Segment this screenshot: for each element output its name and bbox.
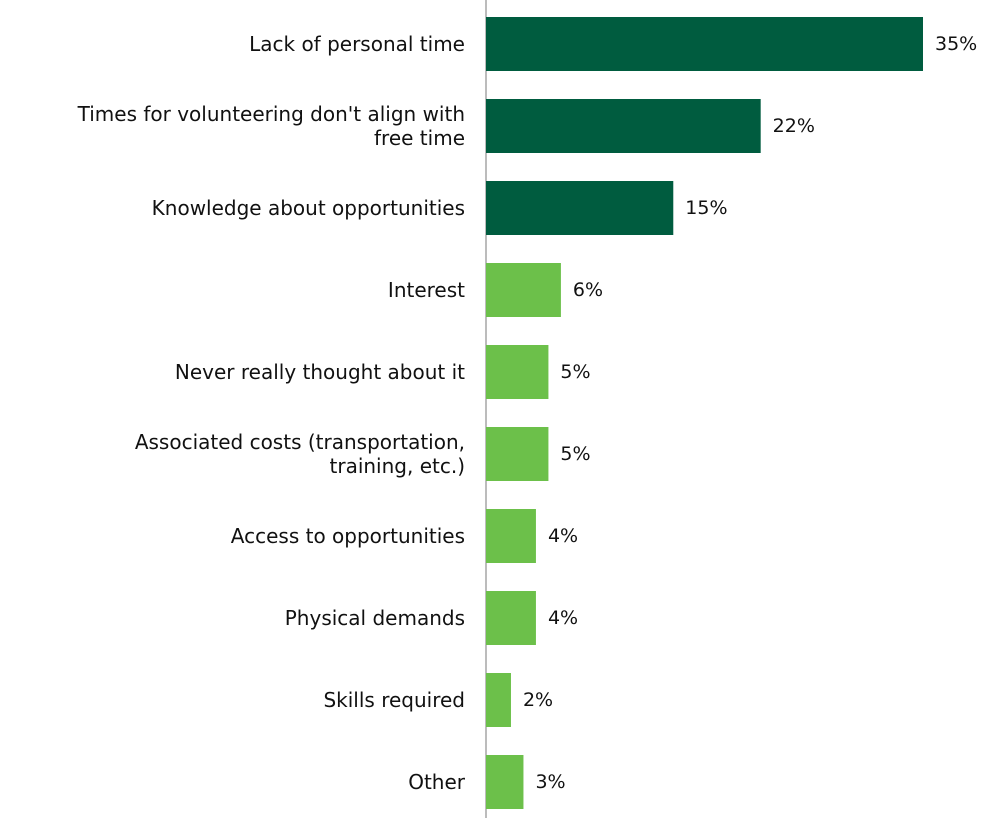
bar [486, 345, 549, 399]
category-label-line: Other [408, 770, 466, 794]
category-label-line: training, etc.) [330, 454, 466, 478]
value-label: 5% [560, 361, 590, 383]
category-label-line: Knowledge about opportunities [152, 196, 465, 220]
bar [486, 755, 524, 809]
bar [486, 673, 511, 727]
category-label: Access to opportunities [231, 524, 465, 548]
category-label-line: Never really thought about it [175, 360, 465, 384]
category-label-line: Associated costs (transportation, [135, 430, 465, 454]
value-label: 3% [535, 771, 565, 793]
category-label: Skills required [323, 688, 465, 712]
value-label: 5% [560, 443, 590, 465]
category-label-line: Times for volunteering don't align with [77, 102, 465, 126]
category-label: Lack of personal time [249, 32, 465, 56]
category-label-line: Skills required [323, 688, 465, 712]
category-label: Physical demands [285, 606, 465, 630]
category-label-line: Interest [388, 278, 465, 302]
category-label: Associated costs (transportation, trainin… [135, 430, 465, 478]
category-label-line: Physical demands [285, 606, 465, 630]
category-label-line: free time [374, 126, 465, 150]
value-label: 15% [685, 197, 727, 219]
bar [486, 591, 536, 645]
value-label: 2% [523, 689, 553, 711]
value-label: 35% [935, 33, 977, 55]
category-label: Interest [388, 278, 465, 302]
category-label: Never really thought about it [175, 360, 465, 384]
category-label: Times for volunteering don't align with f… [77, 102, 465, 150]
bar [486, 263, 561, 317]
value-label: 4% [548, 607, 578, 629]
bar [486, 427, 549, 481]
category-label-line: Access to opportunities [231, 524, 465, 548]
value-label: 6% [573, 279, 603, 301]
value-label: 22% [773, 115, 815, 137]
category-label: Knowledge about opportunities [152, 196, 465, 220]
bar [486, 181, 674, 235]
bar [486, 509, 536, 563]
category-label: Other [408, 770, 466, 794]
category-label-line: Lack of personal time [249, 32, 465, 56]
bar [486, 17, 923, 71]
bar [486, 99, 761, 153]
value-label: 4% [548, 525, 578, 547]
